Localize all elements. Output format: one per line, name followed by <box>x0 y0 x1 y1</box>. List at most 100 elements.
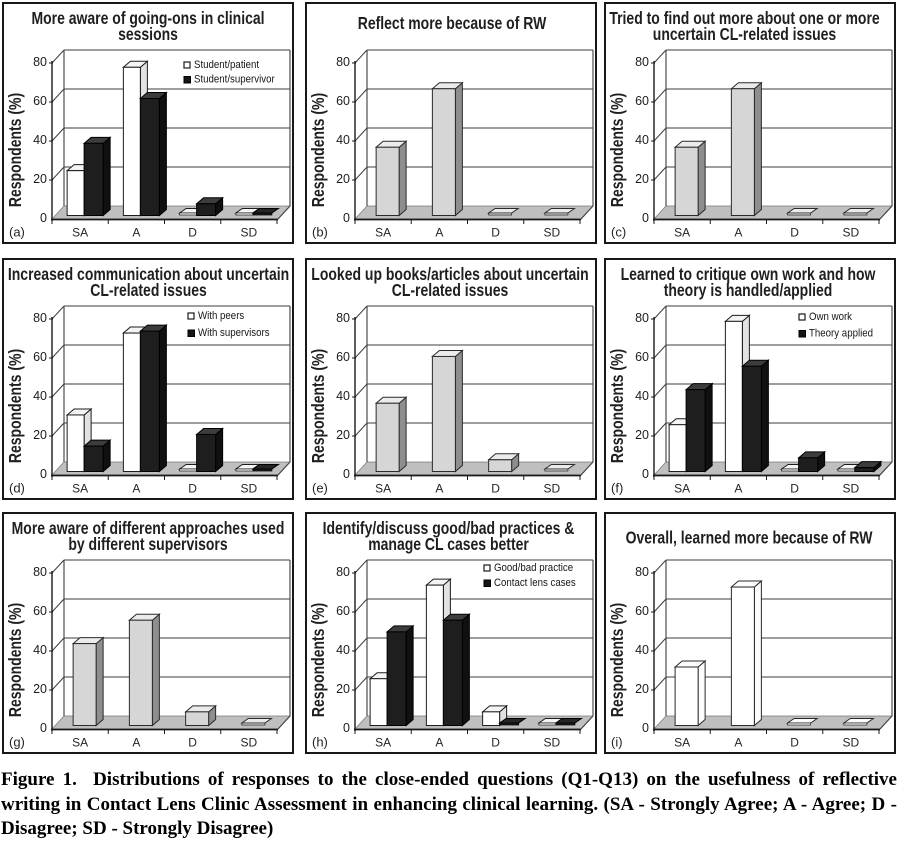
svg-text:Student/patient: Student/patient <box>194 60 259 72</box>
svg-text:0: 0 <box>343 467 350 481</box>
svg-text:SD: SD <box>544 226 561 240</box>
svg-text:80: 80 <box>33 311 47 325</box>
svg-text:Identify/discuss good/bad prac: Identify/discuss good/bad practices & <box>323 520 575 539</box>
svg-text:40: 40 <box>336 389 350 403</box>
svg-text:Respondents (%): Respondents (%) <box>609 603 628 717</box>
svg-text:With peers: With peers <box>198 311 244 323</box>
svg-text:20: 20 <box>635 172 649 186</box>
svg-text:SA: SA <box>72 482 88 496</box>
svg-text:40: 40 <box>635 133 649 147</box>
svg-text:0: 0 <box>343 211 350 225</box>
svg-text:A: A <box>435 482 443 496</box>
svg-text:20: 20 <box>336 682 350 696</box>
svg-text:SD: SD <box>843 736 860 750</box>
svg-text:20: 20 <box>33 428 47 442</box>
svg-text:(d): (d) <box>9 481 25 496</box>
svg-text:80: 80 <box>336 311 350 325</box>
svg-text:(a): (a) <box>9 225 25 240</box>
svg-text:80: 80 <box>336 55 350 69</box>
svg-text:theory is handled/applied: theory is handled/applied <box>664 282 833 301</box>
svg-text:SD: SD <box>843 482 860 496</box>
svg-text:SA: SA <box>674 736 690 750</box>
svg-text:With supervisors: With supervisors <box>198 328 270 340</box>
svg-text:SD: SD <box>544 736 561 750</box>
svg-text:80: 80 <box>635 311 649 325</box>
svg-text:CL-related issues: CL-related issues <box>392 282 509 301</box>
svg-text:(c): (c) <box>611 225 626 240</box>
svg-text:40: 40 <box>635 389 649 403</box>
svg-text:SD: SD <box>241 736 258 750</box>
svg-text:D: D <box>790 482 799 496</box>
svg-text:40: 40 <box>635 643 649 657</box>
svg-text:Respondents (%): Respondents (%) <box>7 603 26 717</box>
svg-text:D: D <box>790 226 799 240</box>
svg-text:A: A <box>132 736 140 750</box>
svg-text:D: D <box>491 482 500 496</box>
svg-text:uncertain CL-related issues: uncertain CL-related issues <box>653 26 837 45</box>
svg-text:60: 60 <box>33 94 47 108</box>
svg-text:0: 0 <box>40 211 47 225</box>
svg-text:SA: SA <box>375 736 391 750</box>
svg-text:D: D <box>790 736 799 750</box>
svg-text:D: D <box>491 226 500 240</box>
svg-text:D: D <box>188 226 197 240</box>
svg-text:Increased communication about: Increased communication about uncertain <box>8 266 289 285</box>
svg-text:D: D <box>188 482 197 496</box>
svg-text:Respondents (%): Respondents (%) <box>310 603 329 717</box>
svg-text:Own work: Own work <box>809 312 853 324</box>
svg-text:Looked up books/articles about: Looked up books/articles about uncertain <box>311 266 588 285</box>
svg-text:(h): (h) <box>312 735 328 750</box>
svg-text:40: 40 <box>336 133 350 147</box>
svg-text:60: 60 <box>635 94 649 108</box>
svg-text:60: 60 <box>336 604 350 618</box>
svg-text:40: 40 <box>33 133 47 147</box>
svg-text:(g): (g) <box>9 735 25 750</box>
svg-text:Overall, learned more because: Overall, learned more because of RW <box>626 529 873 548</box>
svg-text:(b): (b) <box>312 225 328 240</box>
svg-text:60: 60 <box>33 604 47 618</box>
svg-text:0: 0 <box>40 467 47 481</box>
svg-text:Learned to critique own work a: Learned to critique own work and how <box>621 266 876 285</box>
svg-text:A: A <box>435 226 443 240</box>
svg-text:60: 60 <box>336 94 350 108</box>
svg-text:sessions: sessions <box>118 26 178 45</box>
svg-text:SA: SA <box>375 226 391 240</box>
svg-text:0: 0 <box>642 467 649 481</box>
svg-text:SA: SA <box>72 226 88 240</box>
svg-text:Respondents (%): Respondents (%) <box>310 93 329 207</box>
svg-text:by different supervisors: by different supervisors <box>68 536 227 555</box>
svg-text:60: 60 <box>336 350 350 364</box>
svg-text:20: 20 <box>635 428 649 442</box>
svg-text:Respondents (%): Respondents (%) <box>310 349 329 463</box>
svg-text:60: 60 <box>33 350 47 364</box>
svg-text:A: A <box>132 226 140 240</box>
svg-text:Respondents (%): Respondents (%) <box>609 349 628 463</box>
svg-text:20: 20 <box>33 172 47 186</box>
svg-text:0: 0 <box>642 211 649 225</box>
svg-text:More aware of going-ons in cli: More aware of going-ons in clinical <box>31 10 264 29</box>
svg-text:Reflect more because of RW: Reflect more because of RW <box>358 15 547 34</box>
svg-text:Tried to find out more about o: Tried to find out more about one or more <box>609 10 880 29</box>
svg-text:80: 80 <box>336 565 350 579</box>
svg-text:80: 80 <box>33 55 47 69</box>
svg-text:60: 60 <box>635 350 649 364</box>
svg-text:More aware of different approa: More aware of different approaches used <box>12 520 285 539</box>
svg-text:80: 80 <box>635 55 649 69</box>
svg-text:A: A <box>132 482 140 496</box>
svg-text:(i): (i) <box>611 735 623 750</box>
svg-text:SD: SD <box>241 482 258 496</box>
svg-text:Student/supervivor: Student/supervivor <box>194 74 275 86</box>
svg-text:20: 20 <box>336 428 350 442</box>
svg-text:D: D <box>491 736 500 750</box>
svg-text:Respondents (%): Respondents (%) <box>609 93 628 207</box>
svg-text:A: A <box>734 736 742 750</box>
svg-text:SA: SA <box>674 482 690 496</box>
svg-text:80: 80 <box>33 565 47 579</box>
svg-text:A: A <box>435 736 443 750</box>
svg-text:20: 20 <box>635 682 649 696</box>
svg-text:Good/bad practice: Good/bad practice <box>494 563 573 575</box>
svg-text:SA: SA <box>72 736 88 750</box>
svg-text:80: 80 <box>635 565 649 579</box>
svg-text:SA: SA <box>375 482 391 496</box>
svg-text:manage CL cases better: manage CL cases better <box>368 536 529 555</box>
